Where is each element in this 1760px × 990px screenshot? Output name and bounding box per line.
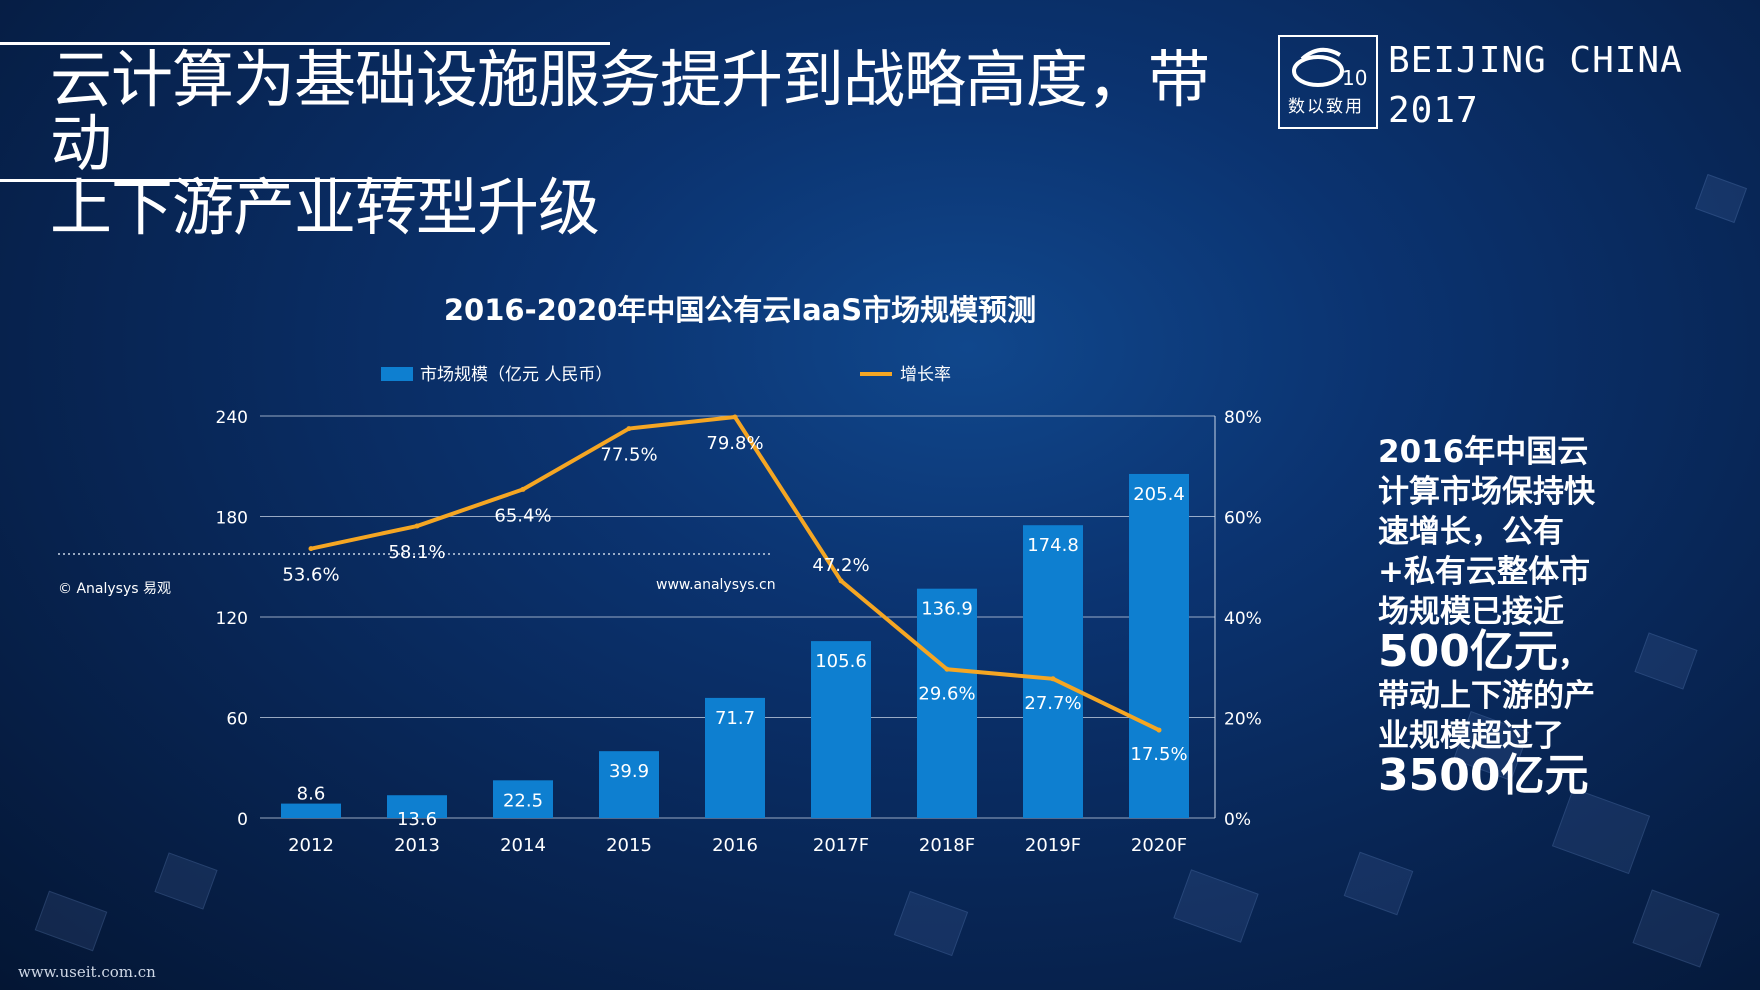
y-left-tick-label: 0: [237, 810, 248, 830]
logo-mark-icon: 10: [1292, 47, 1367, 90]
y-right-tick-label: 80%: [1224, 408, 1262, 428]
y-left-tick-label: 60: [226, 710, 248, 730]
x-tick-label: 2018F: [919, 835, 975, 856]
bar-value-label: 105.6: [815, 651, 867, 672]
event-year: 2017: [1388, 90, 1479, 131]
side-note: 2016年中国云计算市场保持快速增长，公有+私有云整体市场规模已接近500亿元，…: [1378, 432, 1598, 800]
bar: [281, 803, 341, 818]
event-label: BEIJING CHINA 2017: [1388, 36, 1683, 136]
bar-value-label: 71.7: [715, 708, 755, 729]
bar: [493, 780, 553, 818]
bar-value-label: 205.4: [1133, 484, 1185, 505]
title-rule-top: [0, 42, 610, 45]
growth-rate-point: [732, 414, 738, 420]
chart-title: 2016-2020年中国公有云IaaS市场规模预测: [444, 293, 1036, 327]
growth-rate-label: 47.2%: [812, 555, 869, 576]
growth-rate-point: [414, 523, 420, 529]
growth-rate-label: 17.5%: [1130, 744, 1187, 765]
side-note-text-1: 2016年中国云计算市场保持快速增长，公有+私有云整体市场规模已接近: [1378, 434, 1595, 630]
x-tick-label: 2015: [606, 835, 652, 856]
x-tick-label: 2012: [288, 835, 334, 856]
y-left-tick-label: 120: [216, 609, 248, 629]
source-url: www.useit.com.cn: [18, 963, 156, 981]
chart-website: www.analysys.cn: [656, 577, 776, 593]
growth-rate-point: [520, 486, 526, 492]
growth-rate-label: 79.8%: [706, 433, 763, 454]
growth-rate-label: 65.4%: [494, 505, 551, 526]
growth-rate-point: [1156, 727, 1162, 733]
bar: [705, 697, 765, 818]
growth-rate-label: 53.6%: [282, 565, 339, 586]
bar-value-label: 136.9: [921, 599, 973, 620]
chart-watermark: © Analysys 易观: [58, 581, 171, 597]
legend-label-bar: 市场规模（亿元 人民币）: [420, 365, 612, 385]
x-tick-label: 2020F: [1131, 835, 1187, 856]
legend-swatch-bar: [381, 367, 413, 381]
legend: 市场规模（亿元 人民币） 增长率: [381, 365, 951, 385]
growth-rate-label: 58.1%: [388, 542, 445, 563]
y-right-tick-label: 0%: [1224, 810, 1251, 830]
bar: [387, 795, 447, 818]
growth-rate-point: [1050, 676, 1056, 682]
bar: [1129, 473, 1189, 818]
growth-rate-point: [944, 666, 950, 672]
y-right-tick-label: 60%: [1224, 509, 1262, 529]
bar: [917, 588, 977, 818]
side-note-text-2: ，带动上下游的产业规模超过了: [1378, 638, 1595, 754]
x-tick-label: 2016: [712, 835, 758, 856]
growth-rate-point: [838, 578, 844, 584]
y-left-tick-label: 240: [216, 408, 248, 428]
y-left-tick-label: 180: [216, 509, 248, 529]
growth-rate-point: [308, 546, 314, 552]
bar-value-label: 8.6: [297, 784, 326, 805]
x-tick-label: 2013: [394, 835, 440, 856]
bar-value-label: 13.6: [397, 809, 437, 830]
bar: [811, 641, 871, 818]
event-location: BEIJING CHINA: [1388, 40, 1683, 81]
title-rule-bottom: [0, 179, 440, 182]
growth-rate-label: 29.6%: [918, 683, 975, 704]
y-right-tick-label: 20%: [1224, 710, 1262, 730]
x-tick-label: 2019F: [1025, 835, 1081, 856]
bar: [1023, 525, 1083, 818]
growth-rate-label: 77.5%: [600, 445, 657, 466]
bar-value-label: 22.5: [503, 790, 543, 811]
title-line-1: 云计算为基础设施服务提升到战略高度，带动: [50, 43, 1210, 180]
side-note-highlight-1: 500亿元: [1378, 626, 1558, 677]
x-tick-label: 2017F: [813, 835, 869, 856]
logo: 10 数以致用: [1278, 35, 1378, 129]
logo-text: 数以致用: [1288, 97, 1364, 117]
bar: [599, 751, 659, 818]
bar-value-label: 174.8: [1027, 535, 1079, 556]
svg-text:10: 10: [1342, 66, 1367, 90]
side-note-highlight-2: 3500亿元: [1378, 750, 1589, 801]
legend-label-line: 增长率: [900, 365, 951, 385]
growth-rate-point: [626, 426, 632, 432]
x-tick-label: 2014: [500, 835, 546, 856]
title-line-2: 上下游产业转型升级: [50, 171, 600, 244]
growth-rate-label: 27.7%: [1024, 693, 1081, 714]
legend-swatch-line: [860, 372, 892, 376]
bar-value-label: 39.9: [609, 761, 649, 782]
y-right-tick-label: 40%: [1224, 609, 1262, 629]
page-title: 云计算为基础设施服务提升到战略高度，带动 上下游产业转型升级: [50, 48, 1230, 240]
